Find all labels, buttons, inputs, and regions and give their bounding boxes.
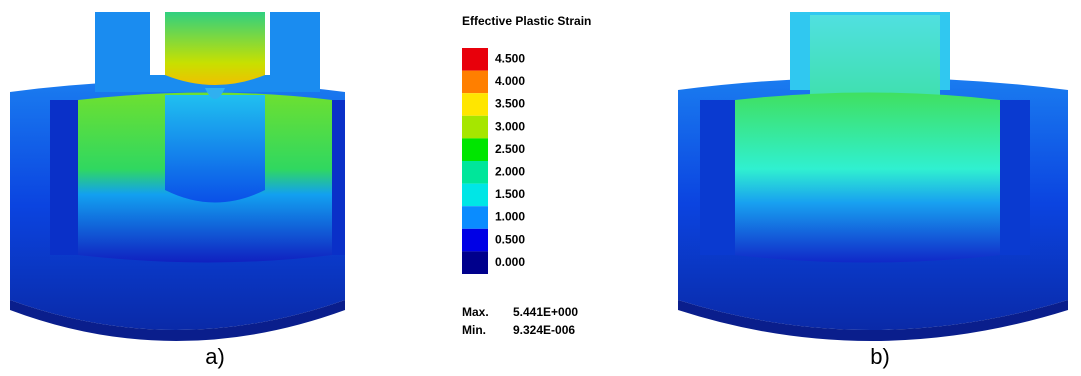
- legend-label: 2.000: [495, 164, 525, 178]
- min-value: 9.324E-006: [513, 323, 575, 337]
- max-value: 5.441E+000: [513, 305, 578, 319]
- legend-label: 0.500: [495, 232, 525, 246]
- legend: Effective Plastic Strain Max. 5.441E+000…: [462, 14, 591, 337]
- legend-title: Effective Plastic Strain: [462, 14, 591, 28]
- legend-label: 1.000: [495, 210, 525, 224]
- legend-swatch: [462, 93, 488, 116]
- legend-label: 1.500: [495, 187, 525, 201]
- legend-swatch: [462, 229, 488, 252]
- figure: Effective Plastic Strain Max. 5.441E+000…: [0, 0, 1081, 376]
- max-label: Max.: [462, 305, 489, 319]
- page: Effective Plastic Strain Max. 5.441E+000…: [0, 0, 1081, 376]
- legend-swatch: [462, 184, 488, 207]
- legend-label: 0.000: [495, 255, 525, 269]
- legend-label: 4.000: [495, 74, 525, 88]
- legend-label: 3.000: [495, 119, 525, 133]
- render-a: [10, 12, 345, 341]
- caption: b): [870, 344, 890, 369]
- caption: a): [205, 344, 225, 369]
- legend-swatch: [462, 251, 488, 274]
- legend-label: 2.500: [495, 142, 525, 156]
- render-b: [678, 12, 1068, 341]
- legend-label: 4.500: [495, 51, 525, 65]
- legend-swatch: [462, 116, 488, 139]
- legend-swatch: [462, 138, 488, 161]
- legend-swatch: [462, 161, 488, 184]
- min-label: Min.: [462, 323, 486, 337]
- legend-swatch: [462, 48, 488, 71]
- legend-label: 3.500: [495, 97, 525, 111]
- legend-swatch: [462, 206, 488, 229]
- legend-swatch: [462, 71, 488, 94]
